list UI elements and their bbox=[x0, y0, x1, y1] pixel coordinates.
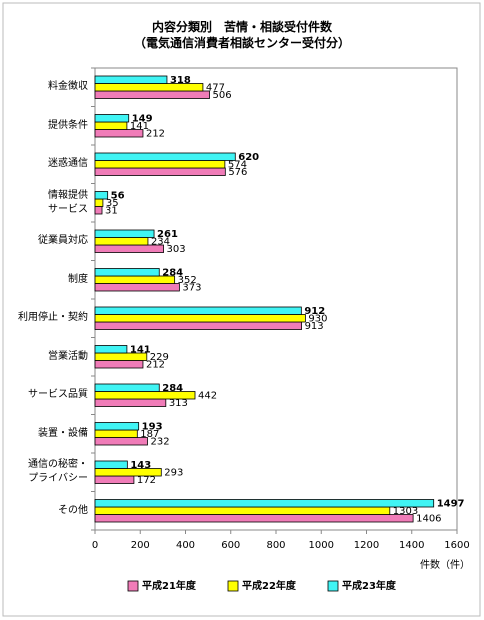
bar bbox=[94, 121, 128, 130]
bar bbox=[94, 468, 162, 477]
bar bbox=[94, 422, 140, 431]
value-label: 1497 bbox=[437, 498, 465, 509]
x-tick-label: 400 bbox=[176, 540, 195, 551]
value-label: 284 bbox=[162, 383, 183, 394]
value-label: 35 bbox=[106, 198, 119, 209]
value-label: 212 bbox=[146, 128, 165, 139]
bar bbox=[94, 499, 435, 508]
bar bbox=[94, 460, 128, 469]
bar bbox=[94, 429, 138, 438]
y-tick-label: サービス品質 bbox=[28, 389, 88, 401]
legend-label: 平成22年度 bbox=[242, 579, 297, 592]
value-label: 913 bbox=[305, 321, 324, 332]
legend-label: 平成23年度 bbox=[342, 579, 397, 592]
y-tick-label: 提供条件 bbox=[48, 119, 88, 131]
y-tick-label: 営業活動 bbox=[48, 350, 88, 362]
chart-subtitle: （電気通信消費者相談センター受付分） bbox=[133, 36, 350, 50]
bar bbox=[94, 191, 109, 200]
y-tick-label: その他 bbox=[58, 504, 88, 516]
value-label: 261 bbox=[157, 229, 178, 240]
bar bbox=[94, 167, 226, 176]
bar bbox=[94, 90, 210, 99]
bar bbox=[94, 398, 167, 407]
value-label: 477 bbox=[206, 82, 225, 93]
x-tick-label: 600 bbox=[221, 540, 240, 551]
legend-swatch bbox=[127, 580, 139, 592]
value-label: 506 bbox=[212, 90, 231, 101]
x-axis-label: 件数（件） bbox=[420, 558, 470, 571]
value-label: 576 bbox=[228, 167, 247, 178]
bar bbox=[94, 321, 302, 330]
y-tick-label: 通信の秘密・ プライバシー bbox=[28, 459, 88, 485]
bar bbox=[94, 306, 302, 315]
value-label: 284 bbox=[162, 267, 183, 278]
bar bbox=[94, 114, 130, 123]
x-tick-label: 200 bbox=[131, 540, 150, 551]
value-label: 232 bbox=[150, 436, 169, 447]
value-label: 56 bbox=[111, 190, 125, 201]
bar bbox=[94, 506, 391, 515]
y-tick-label: 迷惑通信 bbox=[48, 158, 88, 170]
value-label: 229 bbox=[150, 352, 169, 363]
y-tick-label: 従業員対応 bbox=[38, 235, 88, 247]
x-tick-label: 1000 bbox=[309, 540, 334, 551]
value-label: 149 bbox=[132, 113, 153, 124]
legend-label: 平成21年度 bbox=[142, 579, 197, 592]
value-label: 1406 bbox=[416, 513, 441, 524]
x-tick-label: 800 bbox=[266, 540, 285, 551]
value-label: 293 bbox=[164, 467, 183, 478]
value-label: 620 bbox=[238, 152, 259, 163]
bar bbox=[94, 268, 160, 277]
value-label: 172 bbox=[137, 475, 156, 486]
y-tick-label: 利用停止・契約 bbox=[18, 312, 88, 324]
value-label: 912 bbox=[304, 306, 325, 317]
value-label: 193 bbox=[142, 421, 163, 432]
value-label: 212 bbox=[146, 359, 165, 370]
value-label: 373 bbox=[182, 282, 201, 293]
value-label: 574 bbox=[228, 159, 247, 170]
y-tick-label: 情報提供 サービス bbox=[48, 189, 88, 215]
y-tick-label: 装置・設備 bbox=[38, 427, 88, 439]
bar bbox=[94, 206, 103, 215]
x-tick-label: 1400 bbox=[399, 540, 424, 551]
y-tick-label: 料金徴収 bbox=[48, 81, 88, 93]
bar bbox=[94, 475, 135, 484]
value-label: 1303 bbox=[393, 506, 418, 517]
value-label: 31 bbox=[105, 205, 118, 216]
bar bbox=[94, 198, 104, 207]
bar bbox=[94, 360, 144, 369]
bar bbox=[94, 345, 128, 354]
chart-title: 内容分類別 苦情・相談受付件数 bbox=[151, 20, 332, 34]
value-label: 234 bbox=[151, 236, 170, 247]
bar bbox=[94, 75, 168, 84]
bar bbox=[94, 229, 155, 238]
bar bbox=[94, 314, 306, 323]
x-tick-label: 1600 bbox=[444, 540, 469, 551]
value-label: 141 bbox=[130, 121, 149, 132]
value-label: 352 bbox=[178, 275, 197, 286]
bar bbox=[94, 160, 226, 169]
value-label: 143 bbox=[130, 460, 151, 471]
value-label: 442 bbox=[198, 390, 217, 401]
value-label: 318 bbox=[170, 75, 191, 86]
legend-swatch bbox=[227, 580, 239, 592]
x-tick-label: 1200 bbox=[354, 540, 379, 551]
bar bbox=[94, 383, 160, 392]
value-label: 303 bbox=[167, 244, 186, 255]
value-label: 313 bbox=[169, 398, 188, 409]
bar bbox=[94, 152, 236, 161]
x-tick-label: 0 bbox=[92, 540, 98, 551]
value-label: 187 bbox=[140, 429, 159, 440]
bar bbox=[94, 514, 414, 523]
legend-swatch bbox=[327, 580, 339, 592]
y-tick-label: 制度 bbox=[68, 273, 88, 285]
value-label: 141 bbox=[130, 344, 151, 355]
bar bbox=[94, 237, 149, 246]
bar bbox=[94, 283, 180, 292]
value-label: 930 bbox=[308, 313, 327, 324]
